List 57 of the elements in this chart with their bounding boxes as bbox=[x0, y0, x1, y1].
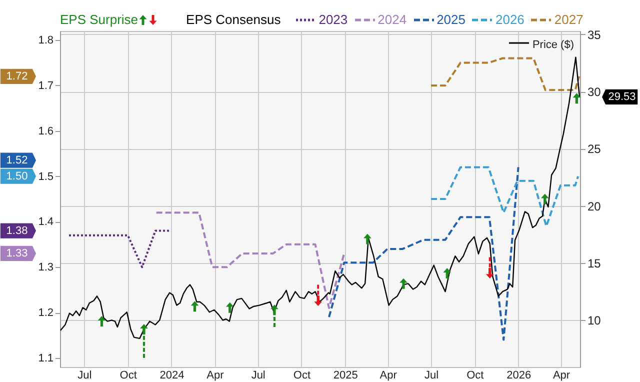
y-tick-label: 1.5 bbox=[38, 170, 54, 183]
x-tick-label: Jul bbox=[78, 370, 92, 382]
legend-label: 2025 bbox=[436, 12, 466, 27]
line-series bbox=[430, 166, 580, 228]
text: 1.38 bbox=[6, 224, 28, 237]
legend-label: Price ($) bbox=[532, 39, 574, 51]
point bbox=[443, 268, 452, 279]
point bbox=[98, 316, 106, 327]
point bbox=[190, 301, 199, 312]
x-tick-label: Apr bbox=[380, 370, 398, 382]
point bbox=[226, 302, 234, 313]
y-tick-label: 1.2 bbox=[38, 307, 54, 320]
text: 1.52 bbox=[6, 154, 28, 166]
text: 1.50 bbox=[6, 170, 28, 182]
point bbox=[314, 295, 322, 306]
point bbox=[572, 93, 581, 104]
line-series bbox=[60, 56, 580, 340]
point bbox=[270, 304, 278, 316]
point bbox=[540, 194, 549, 204]
y2-tick-label: 10 bbox=[588, 314, 602, 328]
x-tick-label: Apr bbox=[206, 370, 224, 382]
y-tick-label: 1.6 bbox=[38, 125, 54, 138]
point bbox=[486, 268, 494, 279]
text: 29.53 bbox=[608, 90, 636, 103]
point bbox=[400, 278, 408, 289]
legend-label: 2024 bbox=[378, 12, 407, 27]
text: 1.72 bbox=[6, 70, 28, 82]
legend-label: 2026 bbox=[495, 12, 524, 27]
legend-label: 2023 bbox=[318, 12, 348, 27]
x-tick-label: 2025 bbox=[333, 370, 358, 382]
x-tick-label: Jul bbox=[251, 370, 266, 382]
y-tick-label: 1.1 bbox=[38, 352, 54, 364]
y-tick-label: 1.4 bbox=[38, 216, 54, 228]
x-tick-label: 2024 bbox=[160, 370, 184, 382]
point bbox=[140, 324, 148, 335]
y-tick-label: 1.8 bbox=[38, 34, 54, 47]
x-tick-label: Apr bbox=[552, 370, 570, 382]
point bbox=[364, 234, 372, 244]
text: EPS Surprise bbox=[60, 12, 138, 27]
x-tick-label: Oct bbox=[466, 370, 484, 382]
line-series bbox=[328, 166, 520, 341]
x-tick-label: 2026 bbox=[506, 370, 532, 382]
y2-tick-label: 25 bbox=[588, 142, 602, 156]
y2-tick-label: 20 bbox=[588, 199, 602, 214]
y2-tick-label: 30 bbox=[588, 85, 602, 100]
legend-title: EPS Consensus bbox=[186, 12, 281, 27]
text: 1.33 bbox=[6, 247, 28, 260]
x-tick-label: Oct bbox=[120, 370, 137, 382]
y2-tick-label: 15 bbox=[588, 256, 602, 270]
x-tick-label: Jul bbox=[424, 370, 439, 382]
line-series bbox=[430, 57, 580, 92]
x-tick-label: Oct bbox=[293, 370, 311, 382]
y-tick-label: 1.7 bbox=[38, 80, 54, 92]
y-tick-label: 1.3 bbox=[38, 262, 54, 274]
legend-label: 2027 bbox=[554, 12, 584, 27]
line-series bbox=[155, 212, 346, 309]
y2-tick-label: 35 bbox=[588, 28, 602, 42]
